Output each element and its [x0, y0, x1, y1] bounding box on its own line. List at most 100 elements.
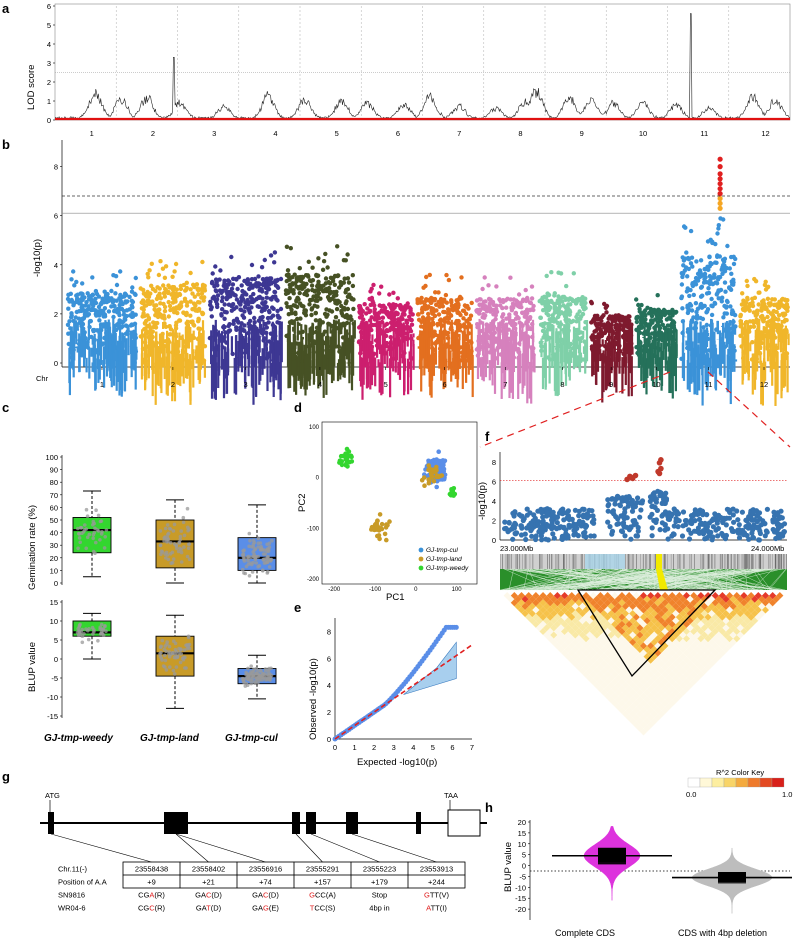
manhattan-fill: [546, 335, 550, 339]
manhattan-point: [516, 316, 521, 321]
box-point: [91, 519, 96, 524]
manhattan-fill: [398, 349, 402, 380]
box-point: [96, 639, 100, 643]
manhattan-fill: [602, 350, 605, 393]
manhattan-point: [407, 314, 412, 319]
box-point: [265, 542, 269, 547]
manhattan-point: [140, 300, 145, 306]
group-label-land: GJ-tmp-land: [140, 733, 200, 744]
manhattan-point: [540, 301, 545, 306]
manhattan-point: [752, 295, 758, 300]
manhattan-point: [165, 290, 171, 296]
manhattan-fill: [688, 362, 691, 393]
manhattan-point: [101, 311, 106, 316]
box-point: [251, 542, 256, 546]
pca-point-land: [371, 527, 377, 532]
manhattan-point: [130, 299, 136, 305]
manhattan-point: [780, 311, 785, 317]
manhattan-point: [380, 315, 386, 320]
manhattan-fill: [233, 357, 236, 394]
box-point: [94, 540, 98, 545]
manhattan-point: [686, 257, 692, 262]
manhattan-point: [480, 286, 485, 292]
manhattan-fill: [241, 355, 244, 359]
manhattan-fill: [212, 361, 215, 392]
manhattan-point: [724, 304, 729, 309]
manhattan-fill: [224, 331, 227, 339]
manhattan-fill: [664, 326, 668, 365]
box-point: [86, 628, 90, 633]
manhattan-point: [599, 314, 605, 320]
manhattan-point: [552, 293, 557, 298]
box-y-tick: 50: [50, 516, 58, 525]
manhattan-point: [442, 309, 447, 315]
manhattan-fill: [608, 333, 611, 362]
manhattan-fill: [74, 321, 77, 335]
manhattan-point: [731, 280, 736, 285]
manhattan-point: [744, 278, 749, 284]
manhattan-fill: [293, 353, 296, 392]
manhattan-point: [448, 313, 454, 318]
manhattan-point: [104, 292, 109, 298]
manhattan-fill: [622, 360, 625, 374]
manhattan-fill: [517, 348, 520, 384]
manhattan-fill: [286, 341, 290, 367]
manhattan-fill: [611, 344, 614, 362]
box-point: [91, 549, 96, 554]
manhattan-fill: [691, 341, 694, 355]
manhattan-point: [291, 291, 296, 296]
box-point: [174, 544, 179, 548]
lod-y-label: LOD score: [26, 65, 37, 110]
legend-dot-weedy: [418, 565, 424, 571]
manhattan-point: [589, 320, 594, 325]
manhattan-point: [188, 287, 193, 292]
manhattan-fill: [80, 319, 83, 353]
manhattan-point: [200, 259, 205, 265]
manhattan-fill: [727, 349, 730, 390]
manhattan-fill: [329, 325, 332, 334]
manhattan-fill: [372, 353, 375, 376]
manhattan-point: [254, 281, 259, 286]
manhattan-fill: [307, 354, 310, 382]
manhattan-fill: [402, 322, 405, 343]
manhattan-fill: [343, 327, 347, 356]
manhattan-point: [225, 291, 230, 297]
manhattan-point: [118, 292, 123, 298]
manhattan-fill: [145, 346, 148, 362]
box-point: [159, 552, 163, 557]
manhattan-fill: [305, 353, 308, 390]
manhattan-point: [697, 275, 702, 280]
box-point: [158, 529, 163, 533]
manhattan-point: [475, 307, 480, 313]
manhattan-fill: [420, 358, 423, 376]
manhattan-fill: [192, 330, 195, 339]
manhattan-point: [161, 301, 166, 307]
manhattan-fill: [574, 335, 577, 346]
manhattan-fill: [122, 333, 125, 369]
box-y-tick: 100: [45, 453, 58, 462]
box-point: [249, 664, 253, 668]
manhattan-fill: [362, 321, 365, 355]
manhattan-point: [109, 296, 114, 301]
manhattan-fill: [173, 359, 177, 402]
regional-point: [757, 530, 764, 537]
panel-label-d: d: [294, 400, 302, 415]
manhattan-point: [98, 309, 103, 314]
pca-point-land: [384, 537, 389, 543]
manhattan-fill: [247, 337, 250, 377]
manhattan-point: [144, 303, 149, 308]
manhattan-fill: [176, 341, 179, 384]
manhattan-fill: [367, 362, 370, 388]
manhattan-fill: [630, 332, 633, 354]
manhattan-fill: [765, 326, 768, 351]
manhattan-point: [538, 315, 543, 320]
manhattan-point: [362, 302, 367, 307]
manhattan-point: [418, 324, 424, 329]
manhattan-fill: [468, 344, 471, 366]
manhattan-point: [85, 291, 90, 296]
manhattan-fill: [459, 322, 462, 330]
manhattan-fill: [769, 348, 772, 357]
pca-point-land: [375, 533, 380, 539]
manhattan-point: [372, 303, 377, 308]
box-point: [168, 552, 173, 556]
